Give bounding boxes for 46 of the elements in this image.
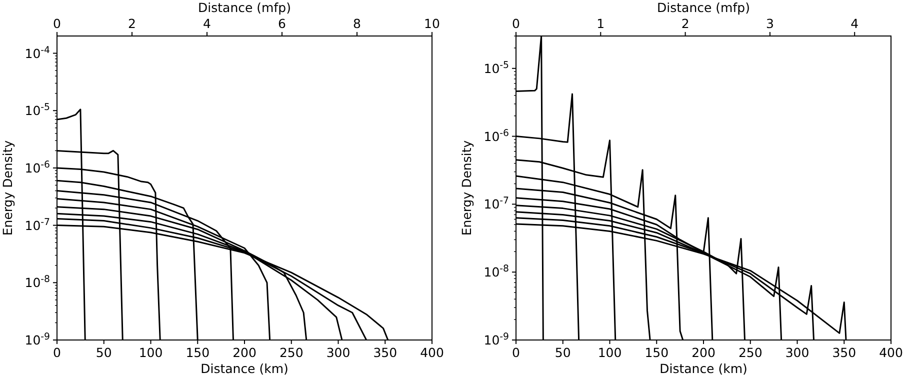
y-tick-label: 10$^{-8}$ — [24, 274, 50, 290]
x2-tick-label: 4 — [850, 16, 859, 31]
x2-tick-label: 8 — [353, 16, 362, 31]
x2-tick-label: 1 — [596, 16, 605, 31]
x2-tick-label: 0 — [53, 16, 62, 31]
x-tick-label: 0 — [53, 345, 62, 360]
x-tick-label: 100 — [138, 345, 163, 360]
x-tick-label: 100 — [598, 345, 622, 360]
x-tick-label: 300 — [326, 345, 350, 360]
y-tick-label: 10$^{-6}$ — [484, 127, 510, 144]
y-axis-title: Energy Density — [459, 140, 474, 236]
y-tick-label: 10$^{-9}$ — [484, 331, 510, 348]
x-axis-title: Distance (km) — [200, 361, 288, 376]
y-tick-label: 10$^{-5}$ — [484, 59, 510, 76]
y-axis-title: Energy Density — [0, 140, 15, 236]
x2-tick-label: 10 — [424, 16, 440, 31]
y-tick-label: 10$^{-9}$ — [24, 331, 50, 348]
y-tick-label: 10$^{-7}$ — [24, 216, 50, 233]
x-axis-title: Distance (km) — [660, 361, 748, 376]
x-tick-label: 350 — [832, 345, 856, 360]
x2-tick-label: 4 — [203, 16, 212, 31]
x2-tick-label: 0 — [512, 16, 520, 31]
x-tick-label: 350 — [373, 345, 398, 360]
x-tick-label: 50 — [554, 345, 571, 360]
x-tick-label: 200 — [232, 345, 256, 360]
x2-tick-label: 6 — [278, 16, 286, 31]
x-tick-label: 50 — [96, 345, 112, 360]
x2-tick-label: 2 — [681, 16, 690, 31]
x-tick-label: 150 — [186, 345, 210, 360]
x-tick-label: 400 — [420, 345, 444, 360]
x2-axis-title: Distance (mfp) — [657, 0, 750, 15]
x-tick-label: 250 — [738, 345, 762, 360]
x-tick-label: 0 — [512, 345, 520, 360]
x2-axis-title: Distance (mfp) — [198, 0, 291, 15]
x-tick-label: 400 — [879, 345, 903, 360]
x-tick-label: 200 — [692, 345, 716, 360]
y-tick-label: 10$^{-5}$ — [24, 102, 50, 118]
y-tick-label: 10$^{-6}$ — [24, 158, 50, 176]
x2-tick-label: 3 — [766, 16, 774, 31]
x-tick-label: 300 — [785, 345, 810, 360]
y-tick-label: 10$^{-8}$ — [484, 263, 510, 280]
y-tick-label: 10$^{-4}$ — [24, 44, 50, 61]
y-tick-label: 10$^{-7}$ — [484, 195, 510, 212]
x2-tick-label: 2 — [128, 16, 136, 31]
x-tick-label: 250 — [279, 345, 304, 360]
x-tick-label: 150 — [644, 345, 669, 360]
